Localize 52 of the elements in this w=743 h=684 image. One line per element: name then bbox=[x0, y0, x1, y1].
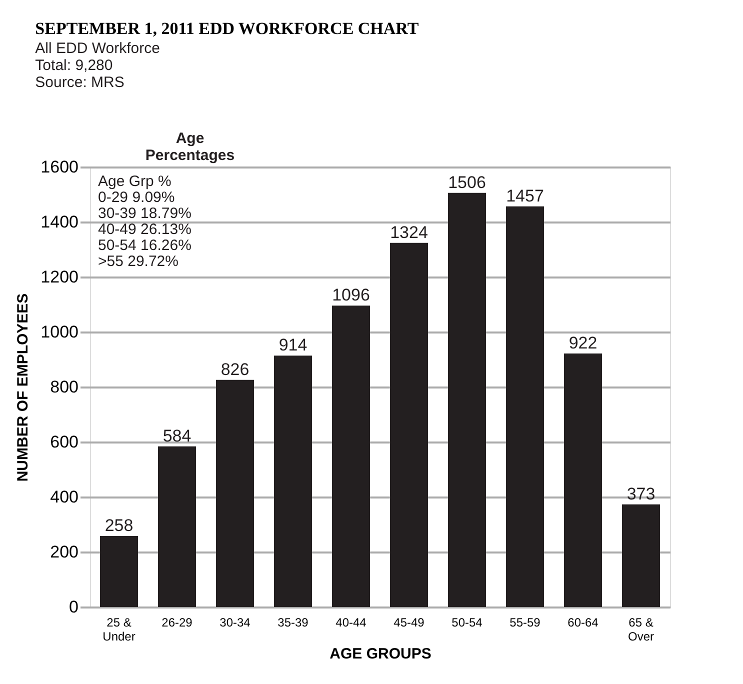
bar bbox=[390, 242, 428, 607]
y-tick-label: 1600 bbox=[40, 158, 78, 176]
y-tick-label: 800 bbox=[50, 378, 78, 396]
y-tick-label: 1200 bbox=[40, 268, 78, 286]
data-label: 1096 bbox=[332, 286, 370, 305]
bar bbox=[448, 192, 486, 607]
text: Total: 9,280 bbox=[35, 57, 113, 74]
data-label: 914 bbox=[278, 336, 308, 355]
data-label: 584 bbox=[162, 426, 192, 446]
bar bbox=[274, 356, 312, 607]
text: Age Percentages bbox=[145, 130, 235, 164]
x-tick-label: 55-59 bbox=[510, 616, 541, 630]
y-tick-label: 400 bbox=[50, 488, 78, 506]
x-tick-label: 40-44 bbox=[336, 616, 367, 630]
x-tick-label: 26-29 bbox=[162, 616, 193, 630]
bar bbox=[564, 353, 602, 607]
data-label: 373 bbox=[626, 484, 656, 504]
x-tick-label: 45-49 bbox=[394, 616, 425, 630]
data-label: 258 bbox=[104, 516, 134, 536]
x-tick-label: 60-64 bbox=[568, 616, 599, 630]
y-axis-title: NUMBER OF EMPLOYEES bbox=[14, 293, 32, 482]
bar bbox=[332, 306, 370, 607]
data-label: 1457 bbox=[506, 186, 544, 206]
bar bbox=[216, 380, 254, 607]
data-label: 826 bbox=[220, 360, 250, 379]
x-tick-label: 50-54 bbox=[452, 616, 483, 630]
data-label: 1506 bbox=[448, 172, 486, 192]
annotation: 50-54 16.26% bbox=[98, 237, 192, 254]
text: All EDD Workforce bbox=[35, 40, 160, 57]
y-tick-label: 200 bbox=[50, 542, 78, 562]
y-tick-label: 0 bbox=[69, 598, 78, 616]
annotation: 40-49 26.13% bbox=[98, 221, 192, 238]
x-tick-label: 35-39 bbox=[278, 616, 309, 630]
annotation: >55 29.72% bbox=[98, 253, 178, 270]
y-tick-label: 1000 bbox=[40, 322, 78, 342]
annotation: 0-29 9.09% bbox=[98, 189, 175, 206]
text: Source: MRS bbox=[35, 74, 124, 91]
bar bbox=[100, 536, 138, 607]
data-label: 922 bbox=[568, 333, 598, 352]
annotation: Age Grp % bbox=[98, 173, 172, 190]
x-tick-label: 30-34 bbox=[220, 616, 251, 630]
x-tick-label: 25 & Under bbox=[102, 616, 136, 644]
bar bbox=[158, 446, 196, 607]
y-tick-label: 1400 bbox=[40, 212, 78, 232]
bar bbox=[506, 206, 544, 607]
x-tick-label: 65 & Over bbox=[628, 616, 654, 644]
y-tick-label: 600 bbox=[50, 432, 78, 452]
annotation: 30-39 18.79% bbox=[98, 205, 192, 222]
x-axis-title: AGE GROUPS bbox=[330, 646, 432, 662]
chart-title: SEPTEMBER 1, 2011 EDD WORKFORCE CHART bbox=[35, 19, 420, 38]
data-label: 1324 bbox=[390, 222, 428, 242]
bar bbox=[622, 504, 660, 607]
